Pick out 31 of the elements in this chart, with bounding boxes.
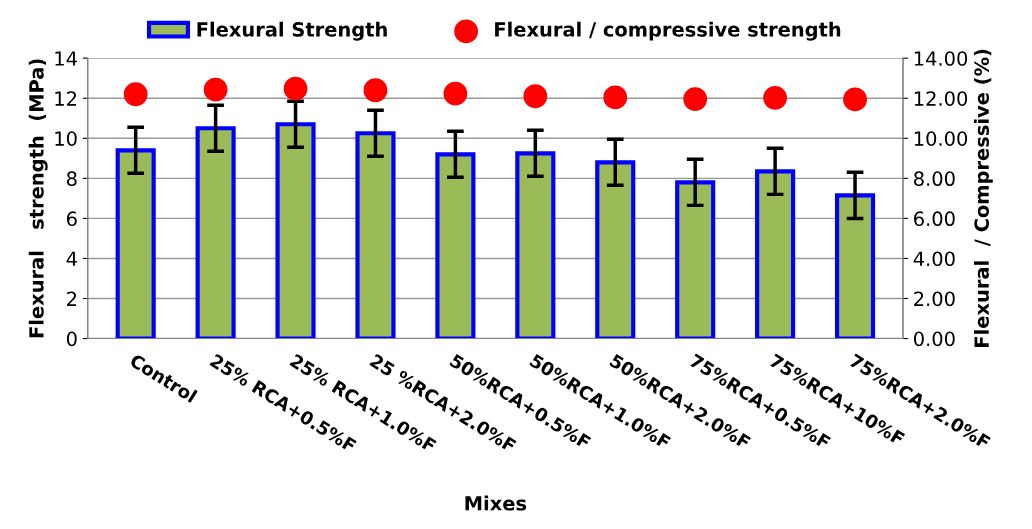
x-axis-title: Mixes	[465, 495, 527, 511]
y2-tick-label: 0.00	[914, 331, 955, 347]
point	[683, 87, 708, 111]
y2-axis-title: Flexural / Compressive (%)	[973, 49, 993, 347]
point	[763, 85, 788, 110]
y-tick-label: 14	[55, 51, 77, 66]
point	[283, 76, 308, 101]
y-tick-label: 8	[66, 171, 77, 187]
y2-tick-label: 4.00	[913, 251, 955, 267]
point	[443, 81, 468, 106]
legend-label: Flexural Strength	[197, 21, 387, 41]
point	[203, 77, 228, 102]
y-axis-title: Flexural strength (MPa)	[28, 59, 48, 338]
y2-tick-label: 2.00	[914, 291, 955, 307]
point	[603, 85, 628, 110]
y2-tick-label: 14.00	[914, 51, 968, 66]
y-tick-label: 4	[66, 251, 77, 266]
point	[363, 78, 388, 103]
y2-tick-label: 12.00	[914, 91, 968, 106]
y-tick-label: 12	[55, 91, 77, 106]
y2-tick-label: 8.00	[914, 171, 955, 187]
y2-tick-label: 10.00	[914, 131, 968, 146]
y-tick-label: 6	[66, 211, 77, 227]
point	[843, 87, 867, 112]
y-tick-label: 2	[67, 291, 77, 306]
point	[123, 82, 148, 107]
y2-tick-label: 6.00	[914, 211, 955, 227]
y-tick-label: 0	[66, 331, 77, 347]
y-tick-label: 10	[55, 131, 77, 146]
point	[523, 84, 548, 109]
legend-label: Flexural / compressive strength	[495, 21, 841, 41]
